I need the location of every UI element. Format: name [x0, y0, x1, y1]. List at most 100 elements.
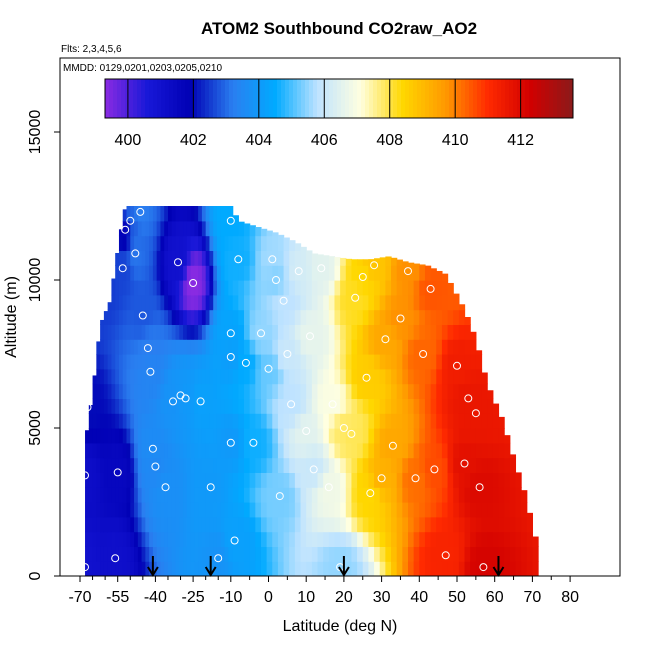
heatmap-cell: [164, 442, 169, 459]
heatmap-cell: [447, 383, 454, 399]
colorbar-segment: [329, 79, 334, 118]
heatmap-cell: [362, 487, 370, 503]
heatmap-cell: [436, 457, 443, 473]
heatmap-cell: [447, 282, 454, 296]
heatmap-cell: [96, 516, 101, 533]
heatmap-cell: [357, 472, 364, 488]
heatmap-cell: [277, 339, 285, 355]
heatmap-cell: [134, 220, 139, 237]
heatmap-cell: [266, 561, 273, 576]
heatmap-cell: [447, 561, 454, 576]
heatmap-cell: [137, 294, 143, 311]
heatmap-cell: [413, 324, 420, 340]
colorbar-segment: [309, 79, 314, 118]
heatmap-cell: [345, 309, 353, 325]
heatmap-cell: [238, 368, 245, 385]
heatmap-cell: [201, 206, 207, 222]
heatmap-cell: [300, 546, 307, 562]
heatmap-cell: [205, 250, 211, 266]
heatmap-cell: [345, 383, 353, 399]
y-tick-label: 15000: [27, 110, 44, 155]
heatmap-cell: [122, 428, 128, 444]
heatmap-cell: [402, 354, 409, 370]
heatmap-cell: [374, 339, 381, 355]
heatmap-cell: [103, 561, 109, 576]
heatmap-cell: [130, 294, 135, 311]
heatmap-cell: [179, 220, 184, 237]
heatmap-cell: [334, 309, 341, 325]
heatmap-cell: [107, 368, 113, 385]
heatmap-cell: [209, 442, 214, 459]
colorbar-segment: [445, 79, 450, 118]
heatmap-cell: [134, 339, 139, 355]
heatmap-cell: [167, 472, 173, 488]
heatmap-cell: [441, 531, 449, 547]
heatmap-cell: [220, 339, 226, 355]
heatmap-cell: [294, 368, 302, 385]
heatmap-cell: [447, 531, 454, 547]
heatmap-cell: [453, 324, 460, 340]
heatmap-cell: [228, 324, 234, 340]
heatmap-cell: [391, 472, 398, 488]
heatmap-cell: [232, 398, 239, 414]
heatmap-cell: [96, 487, 101, 503]
heatmap-cell: [92, 375, 97, 385]
sample-point: [362, 373, 371, 382]
heatmap-cell: [249, 502, 256, 518]
heatmap-cell: [419, 280, 426, 296]
heatmap-cell: [345, 516, 353, 533]
heatmap-cell: [224, 546, 229, 562]
heatmap-cell: [198, 368, 203, 385]
heatmap-cell: [249, 457, 256, 473]
heatmap-cell: [96, 428, 101, 444]
heatmap-cell: [171, 354, 177, 370]
heatmap-cell: [171, 383, 177, 399]
heatmap-cell: [156, 324, 162, 340]
heatmap-cell: [340, 309, 347, 325]
heatmap-cell: [357, 516, 364, 533]
heatmap-cell: [205, 220, 211, 237]
heatmap-cell: [190, 516, 195, 533]
heatmap-cell: [213, 206, 218, 222]
colorbar-segment: [249, 79, 254, 118]
heatmap-cell: [402, 487, 409, 503]
heatmap-cell: [152, 457, 158, 473]
heatmap-cell: [175, 280, 180, 296]
heatmap-cell: [209, 235, 214, 251]
heatmap-cell: [194, 368, 199, 385]
heatmap-cell: [216, 398, 222, 414]
heatmap-cell: [294, 472, 302, 488]
heatmap-cell: [103, 442, 109, 459]
heatmap-cell: [340, 368, 347, 385]
heatmap-cell: [216, 206, 222, 222]
sample-point: [111, 554, 120, 563]
colorbar-tick-label: 400: [115, 132, 142, 149]
heatmap-cell: [430, 398, 437, 414]
heatmap-cell: [272, 502, 279, 518]
heatmap-cell: [407, 368, 415, 385]
heatmap-cell: [137, 413, 143, 429]
colorbar-segment: [265, 79, 270, 118]
heatmap-cell: [311, 561, 319, 576]
heatmap-cell: [419, 383, 426, 399]
heatmap-cell: [357, 561, 364, 576]
heatmap-cell: [458, 309, 466, 325]
heatmap-cell: [306, 472, 313, 488]
heatmap-cell: [186, 339, 192, 355]
heatmap-cell: [160, 383, 165, 399]
heatmap-cell: [317, 254, 324, 266]
heatmap-cell: [306, 354, 313, 370]
heatmap-cell: [134, 280, 139, 296]
heatmap-cell: [413, 546, 420, 562]
heatmap-cell: [238, 324, 245, 340]
heatmap-cell: [328, 339, 336, 355]
heatmap-cell: [238, 413, 245, 429]
heatmap-cell: [160, 324, 165, 340]
heatmap-cell: [137, 235, 143, 251]
heatmap-cell: [130, 339, 135, 355]
heatmap-cell: [255, 309, 262, 325]
heatmap-cell: [220, 516, 226, 533]
heatmap-cell: [238, 339, 245, 355]
heatmap-cell: [238, 235, 245, 251]
heatmap-cell: [179, 502, 184, 518]
